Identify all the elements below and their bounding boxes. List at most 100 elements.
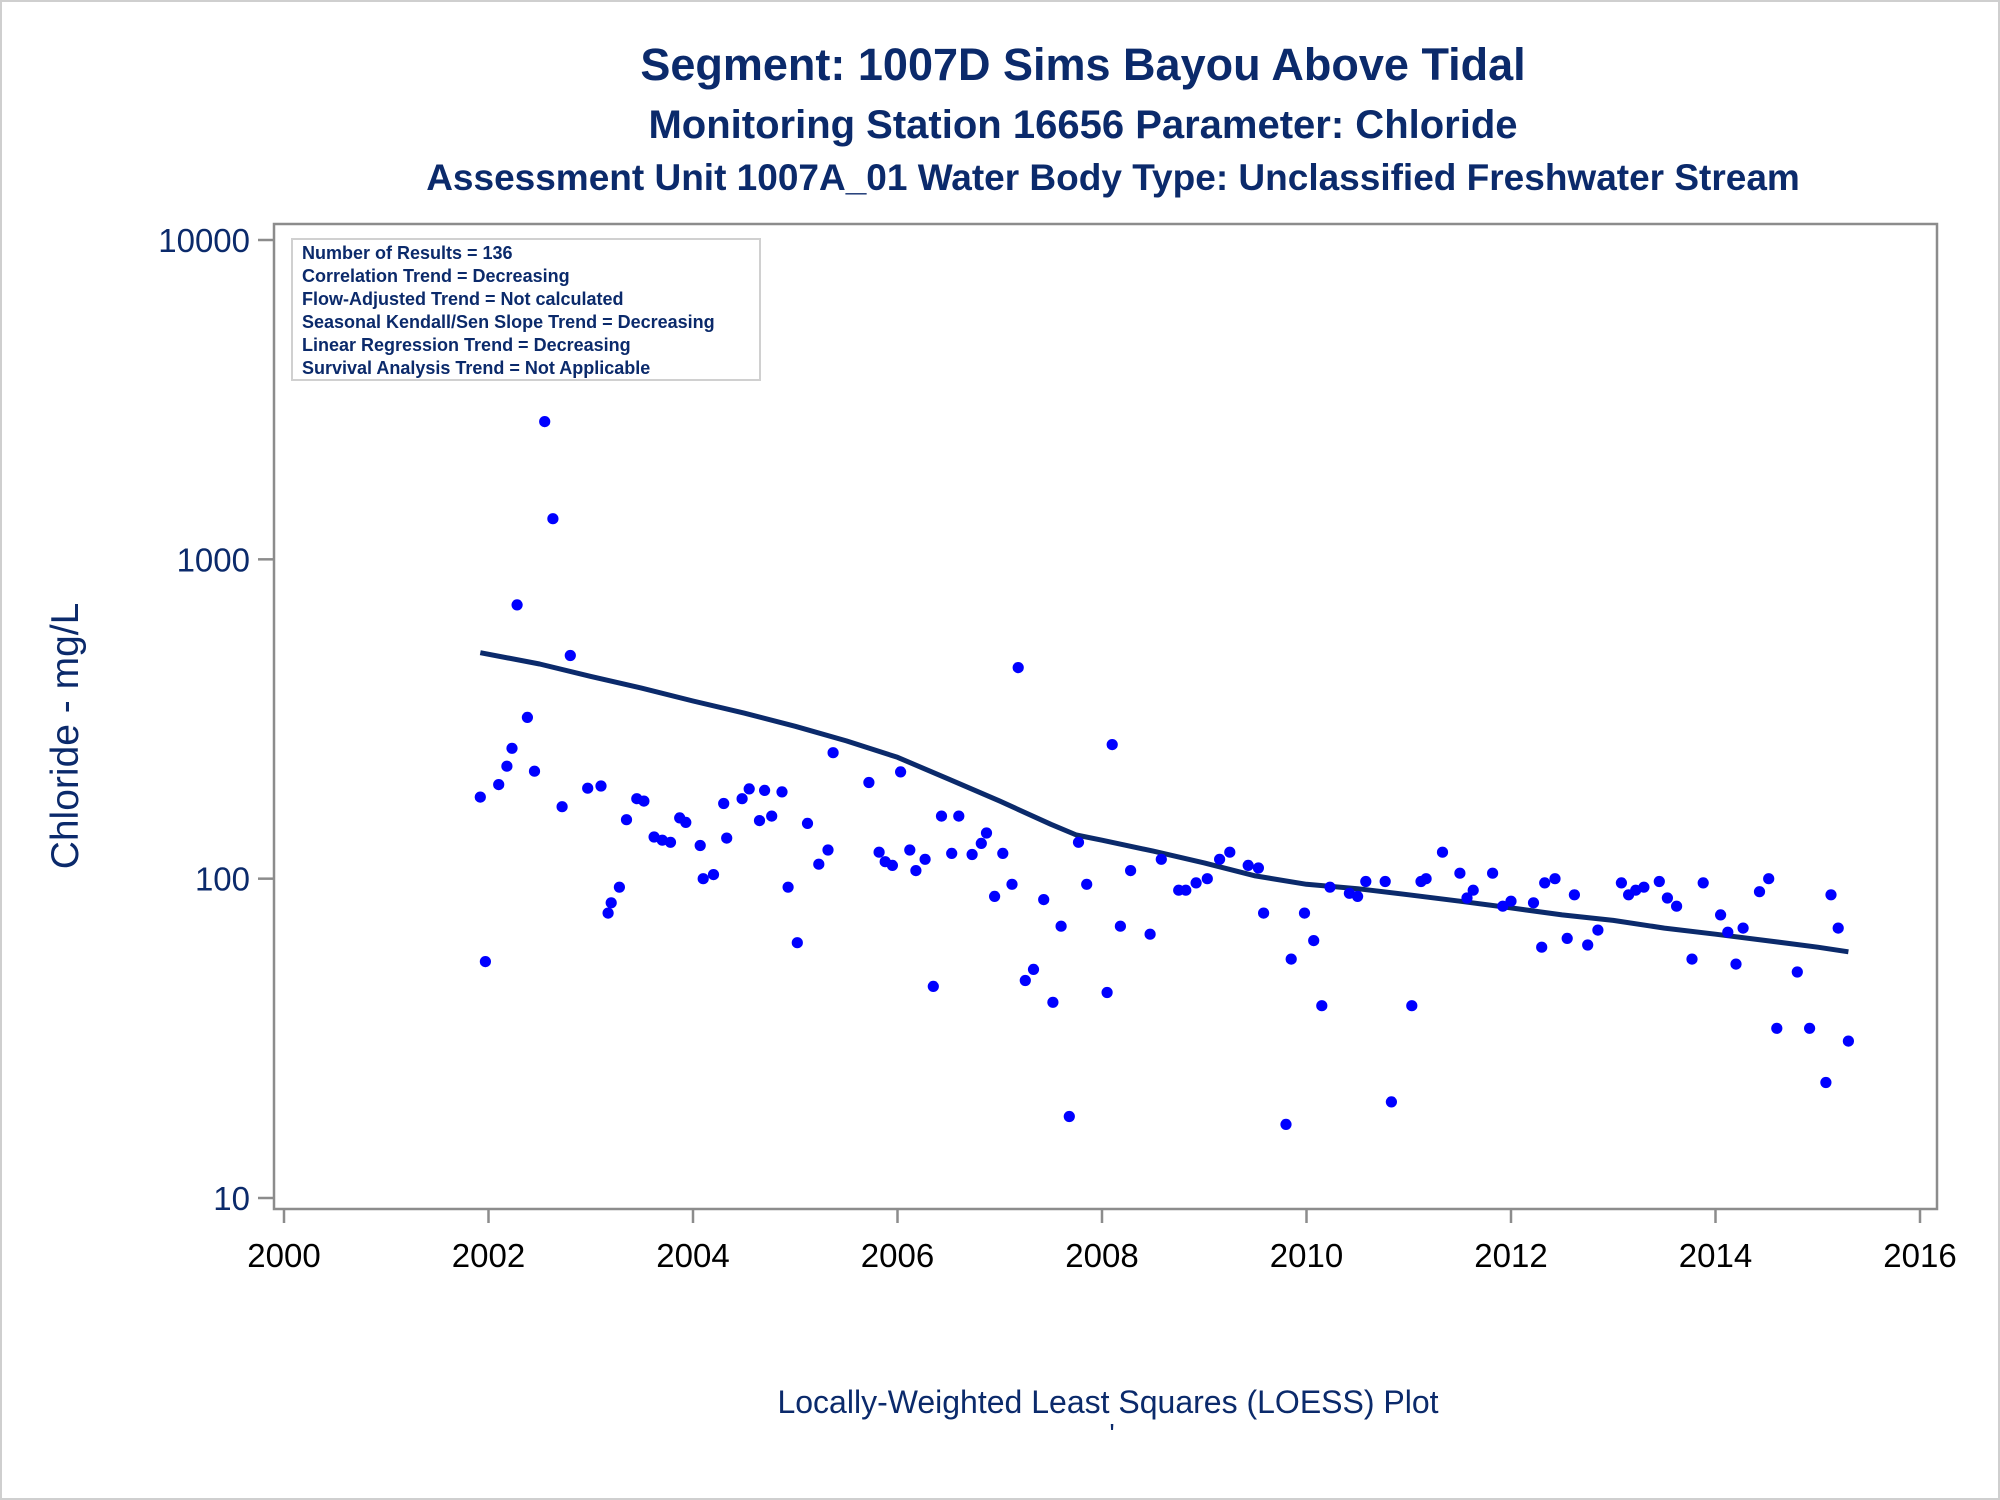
data-point xyxy=(791,937,803,949)
data-point xyxy=(776,786,788,798)
data-point xyxy=(1467,884,1479,896)
data-point xyxy=(1258,907,1270,919)
y-tick-label: 10 xyxy=(213,1180,250,1217)
y-tick-label: 10000 xyxy=(158,222,250,259)
data-point xyxy=(910,865,922,877)
data-point xyxy=(1461,892,1473,904)
data-point xyxy=(501,760,513,772)
loess-line xyxy=(479,650,1849,955)
data-point xyxy=(904,844,916,856)
data-point xyxy=(1063,1110,1075,1123)
x-tick-label: 2008 xyxy=(1065,1237,1138,1274)
data-point xyxy=(1106,739,1118,751)
legend-stat-line: Flow-Adjusted Trend = Not calculated xyxy=(302,289,624,309)
loess-series xyxy=(479,650,1849,955)
data-point xyxy=(511,599,523,611)
x-axis-label: Locally-Weighted Least Squares (LOESS) P… xyxy=(777,1384,1438,1420)
data-point xyxy=(1406,1000,1418,1012)
data-point xyxy=(1352,890,1364,903)
data-point xyxy=(1360,875,1372,888)
data-point xyxy=(827,747,839,759)
data-point xyxy=(528,765,541,777)
y-axis: 10 100 1000 10000 xyxy=(158,222,274,1217)
data-point xyxy=(1436,846,1449,858)
data-point xyxy=(1737,922,1749,934)
data-point xyxy=(927,980,939,993)
data-point xyxy=(1653,875,1665,888)
data-point xyxy=(801,817,814,830)
data-point xyxy=(782,881,794,893)
data-point xyxy=(1763,873,1775,885)
data-point xyxy=(1114,920,1126,932)
data-point xyxy=(1379,875,1391,888)
data-point xyxy=(1820,1076,1832,1089)
data-point xyxy=(1308,935,1320,947)
data-point xyxy=(1072,836,1085,848)
stats-legend: Number of Results = 136 Correlation Trend… xyxy=(291,238,761,381)
data-point xyxy=(1527,897,1540,909)
legend-stat-line: Correlation Trend = Decreasing xyxy=(302,266,570,286)
scatter-series xyxy=(474,309,1854,1130)
data-point xyxy=(1047,996,1059,1008)
data-point xyxy=(479,956,491,968)
data-point xyxy=(697,873,709,885)
data-point xyxy=(1568,889,1580,901)
y-tick-label: 1000 xyxy=(177,541,250,578)
x-tick-label: 2010 xyxy=(1270,1237,1343,1274)
data-point xyxy=(1316,1000,1328,1012)
data-point xyxy=(1505,895,1517,907)
data-point xyxy=(1561,932,1573,945)
data-point xyxy=(1487,867,1499,879)
data-point xyxy=(1539,877,1551,889)
data-point xyxy=(1201,873,1213,885)
data-point xyxy=(1549,873,1561,885)
data-point xyxy=(595,780,607,792)
data-point xyxy=(980,827,993,839)
data-point xyxy=(935,810,948,822)
data-point xyxy=(694,839,706,852)
data-point xyxy=(474,791,486,803)
x-tick-label: 2002 xyxy=(452,1237,525,1274)
data-point xyxy=(736,793,748,805)
data-point xyxy=(547,513,559,525)
data-point xyxy=(813,858,825,870)
data-point xyxy=(613,881,626,893)
data-point xyxy=(680,816,692,829)
data-point xyxy=(506,742,518,754)
data-point xyxy=(1791,966,1803,978)
data-point xyxy=(721,832,733,844)
chart-subtitle: Monitoring Station 16656 Parameter: Chlo… xyxy=(648,103,1517,147)
data-point xyxy=(1842,1035,1854,1047)
data-point xyxy=(743,783,755,795)
data-point xyxy=(1006,878,1018,890)
data-point xyxy=(493,779,505,791)
data-point xyxy=(1753,886,1766,898)
x-tick-label: 2014 xyxy=(1679,1237,1752,1274)
data-point xyxy=(582,782,594,794)
data-point xyxy=(1697,877,1709,889)
data-point xyxy=(1832,922,1844,934)
data-point xyxy=(1671,900,1683,912)
data-point xyxy=(1298,907,1311,919)
data-point xyxy=(1055,920,1067,932)
data-point xyxy=(975,837,987,850)
data-point xyxy=(1771,1022,1783,1034)
data-point xyxy=(966,848,978,861)
legend-stat-line: Seasonal Kendall/Sen Slope Trend = Decre… xyxy=(302,312,715,332)
x-tick-label: 2000 xyxy=(247,1237,320,1274)
data-point xyxy=(1252,862,1264,874)
data-point xyxy=(1825,889,1837,901)
data-point xyxy=(664,836,677,848)
data-point xyxy=(1280,1118,1292,1130)
data-point xyxy=(1615,877,1627,889)
data-point xyxy=(1497,900,1509,912)
data-point xyxy=(1125,865,1137,877)
data-point xyxy=(1582,939,1594,951)
data-point xyxy=(1592,924,1604,936)
data-point xyxy=(953,810,965,822)
data-point xyxy=(766,810,778,822)
x-tick-label: 2012 xyxy=(1474,1237,1547,1274)
data-point xyxy=(753,815,766,827)
data-point xyxy=(556,801,568,813)
